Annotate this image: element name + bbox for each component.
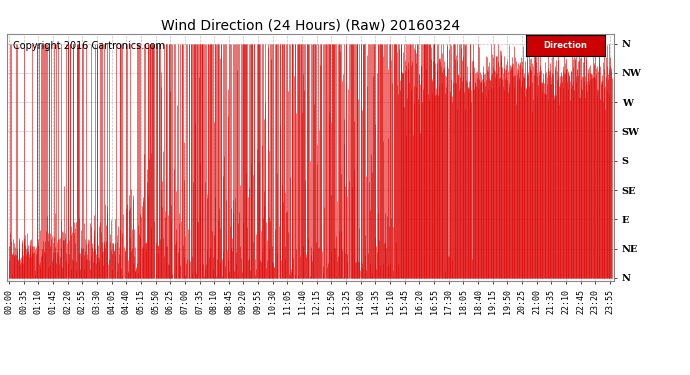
Text: Copyright 2016 Cartronics.com: Copyright 2016 Cartronics.com: [13, 41, 165, 51]
Title: Wind Direction (24 Hours) (Raw) 20160324: Wind Direction (24 Hours) (Raw) 20160324: [161, 19, 460, 33]
